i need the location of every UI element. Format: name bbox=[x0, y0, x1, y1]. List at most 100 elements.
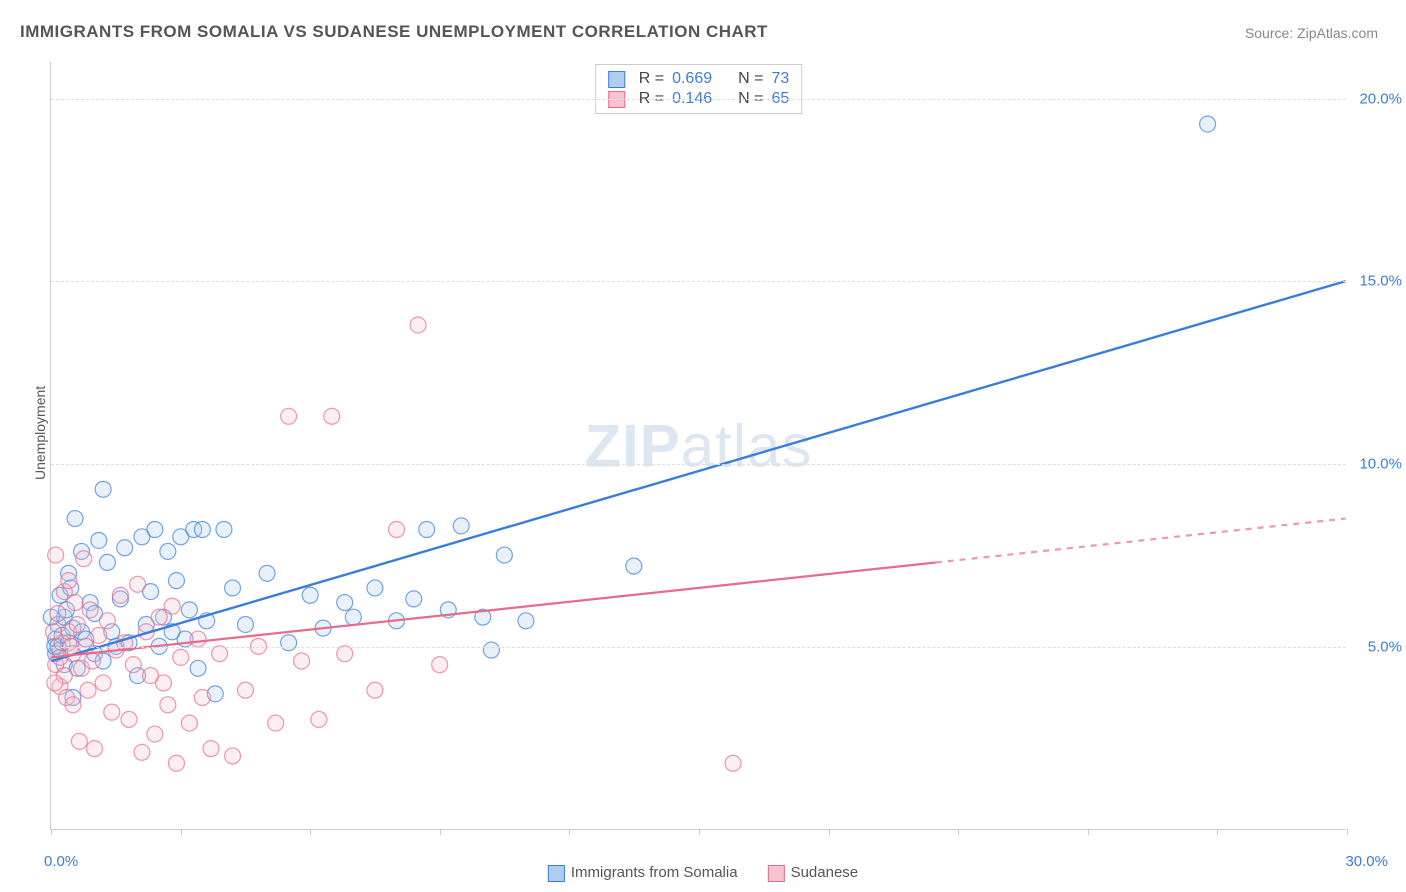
scatter-point bbox=[238, 616, 254, 632]
scatter-point bbox=[112, 587, 128, 603]
correlation-legend-row: R =0.669N =73 bbox=[608, 69, 790, 89]
scatter-point bbox=[203, 741, 219, 757]
scatter-point bbox=[453, 518, 469, 534]
scatter-point bbox=[268, 715, 284, 731]
x-tick bbox=[1347, 829, 1348, 835]
scatter-point bbox=[80, 682, 96, 698]
scatter-point bbox=[147, 522, 163, 538]
scatter-point bbox=[294, 653, 310, 669]
scatter-point bbox=[164, 598, 180, 614]
scatter-point bbox=[496, 547, 512, 563]
scatter-point bbox=[67, 511, 83, 527]
scatter-point bbox=[216, 522, 232, 538]
legend-swatch bbox=[768, 865, 785, 882]
scatter-point bbox=[238, 682, 254, 698]
gridline-h bbox=[51, 464, 1346, 465]
scatter-point bbox=[181, 602, 197, 618]
scatter-point bbox=[130, 576, 146, 592]
scatter-point bbox=[518, 613, 534, 629]
scatter-point bbox=[61, 573, 77, 589]
scatter-point bbox=[117, 540, 133, 556]
scatter-point bbox=[91, 532, 107, 548]
legend-swatch bbox=[548, 865, 565, 882]
x-tick bbox=[310, 829, 311, 835]
scatter-point bbox=[121, 711, 137, 727]
scatter-point bbox=[95, 675, 111, 691]
y-tick-label: 5.0% bbox=[1368, 639, 1402, 656]
scatter-point bbox=[324, 408, 340, 424]
scatter-point bbox=[432, 657, 448, 673]
scatter-point bbox=[259, 565, 275, 581]
correlation-legend: R =0.669N =73R =0.146N =65 bbox=[595, 64, 803, 114]
plot-area: ZIPatlas R =0.669N =73R =0.146N =65 5.0%… bbox=[50, 62, 1346, 830]
x-tick bbox=[829, 829, 830, 835]
n-value: 73 bbox=[771, 70, 789, 88]
gridline-h bbox=[51, 99, 1346, 100]
chart-svg bbox=[51, 62, 1346, 829]
y-tick-label: 20.0% bbox=[1359, 90, 1402, 107]
scatter-point bbox=[95, 481, 111, 497]
scatter-point bbox=[410, 317, 426, 333]
scatter-point bbox=[48, 547, 64, 563]
scatter-point bbox=[1200, 116, 1216, 132]
scatter-point bbox=[69, 616, 85, 632]
scatter-point bbox=[181, 715, 197, 731]
scatter-point bbox=[65, 697, 81, 713]
legend-label: Sudanese bbox=[791, 864, 859, 881]
scatter-point bbox=[190, 660, 206, 676]
source-prefix: Source: bbox=[1245, 25, 1297, 41]
source-attribution: Source: ZipAtlas.com bbox=[1245, 25, 1378, 41]
scatter-point bbox=[147, 726, 163, 742]
gridline-h bbox=[51, 281, 1346, 282]
legend-item: Sudanese bbox=[768, 864, 859, 882]
x-tick bbox=[958, 829, 959, 835]
scatter-point bbox=[194, 522, 210, 538]
trend-line bbox=[51, 281, 1345, 661]
y-tick-label: 10.0% bbox=[1359, 456, 1402, 473]
x-tick bbox=[699, 829, 700, 835]
source-name: ZipAtlas.com bbox=[1297, 25, 1378, 41]
scatter-point bbox=[225, 580, 241, 596]
scatter-point bbox=[160, 543, 176, 559]
scatter-point bbox=[406, 591, 422, 607]
legend-label: Immigrants from Somalia bbox=[571, 864, 738, 881]
y-tick-label: 15.0% bbox=[1359, 273, 1402, 290]
scatter-point bbox=[367, 580, 383, 596]
scatter-point bbox=[345, 609, 361, 625]
scatter-point bbox=[82, 602, 98, 618]
scatter-point bbox=[156, 675, 172, 691]
scatter-point bbox=[104, 704, 120, 720]
scatter-point bbox=[160, 697, 176, 713]
scatter-point bbox=[311, 711, 327, 727]
scatter-point bbox=[302, 587, 318, 603]
scatter-point bbox=[419, 522, 435, 538]
x-label-left: 0.0% bbox=[44, 853, 78, 870]
scatter-point bbox=[281, 635, 297, 651]
series-legend: Immigrants from Somalia Sudanese bbox=[548, 864, 858, 882]
scatter-point bbox=[389, 522, 405, 538]
r-value: 0.669 bbox=[672, 70, 712, 88]
scatter-point bbox=[281, 408, 297, 424]
scatter-point bbox=[71, 733, 87, 749]
x-tick bbox=[181, 829, 182, 835]
scatter-point bbox=[626, 558, 642, 574]
y-axis-label: Unemployment bbox=[32, 386, 48, 480]
scatter-point bbox=[168, 755, 184, 771]
scatter-point bbox=[190, 631, 206, 647]
scatter-point bbox=[337, 595, 353, 611]
x-tick bbox=[440, 829, 441, 835]
scatter-point bbox=[50, 606, 66, 622]
scatter-point bbox=[84, 653, 100, 669]
scatter-point bbox=[86, 741, 102, 757]
scatter-point bbox=[483, 642, 499, 658]
scatter-point bbox=[76, 551, 92, 567]
scatter-point bbox=[67, 595, 83, 611]
legend-item: Immigrants from Somalia bbox=[548, 864, 738, 882]
scatter-point bbox=[168, 573, 184, 589]
n-prefix: N = bbox=[738, 70, 763, 88]
scatter-point bbox=[47, 675, 63, 691]
gridline-h bbox=[51, 647, 1346, 648]
chart-title: IMMIGRANTS FROM SOMALIA VS SUDANESE UNEM… bbox=[20, 22, 768, 42]
scatter-point bbox=[125, 657, 141, 673]
scatter-point bbox=[99, 613, 115, 629]
